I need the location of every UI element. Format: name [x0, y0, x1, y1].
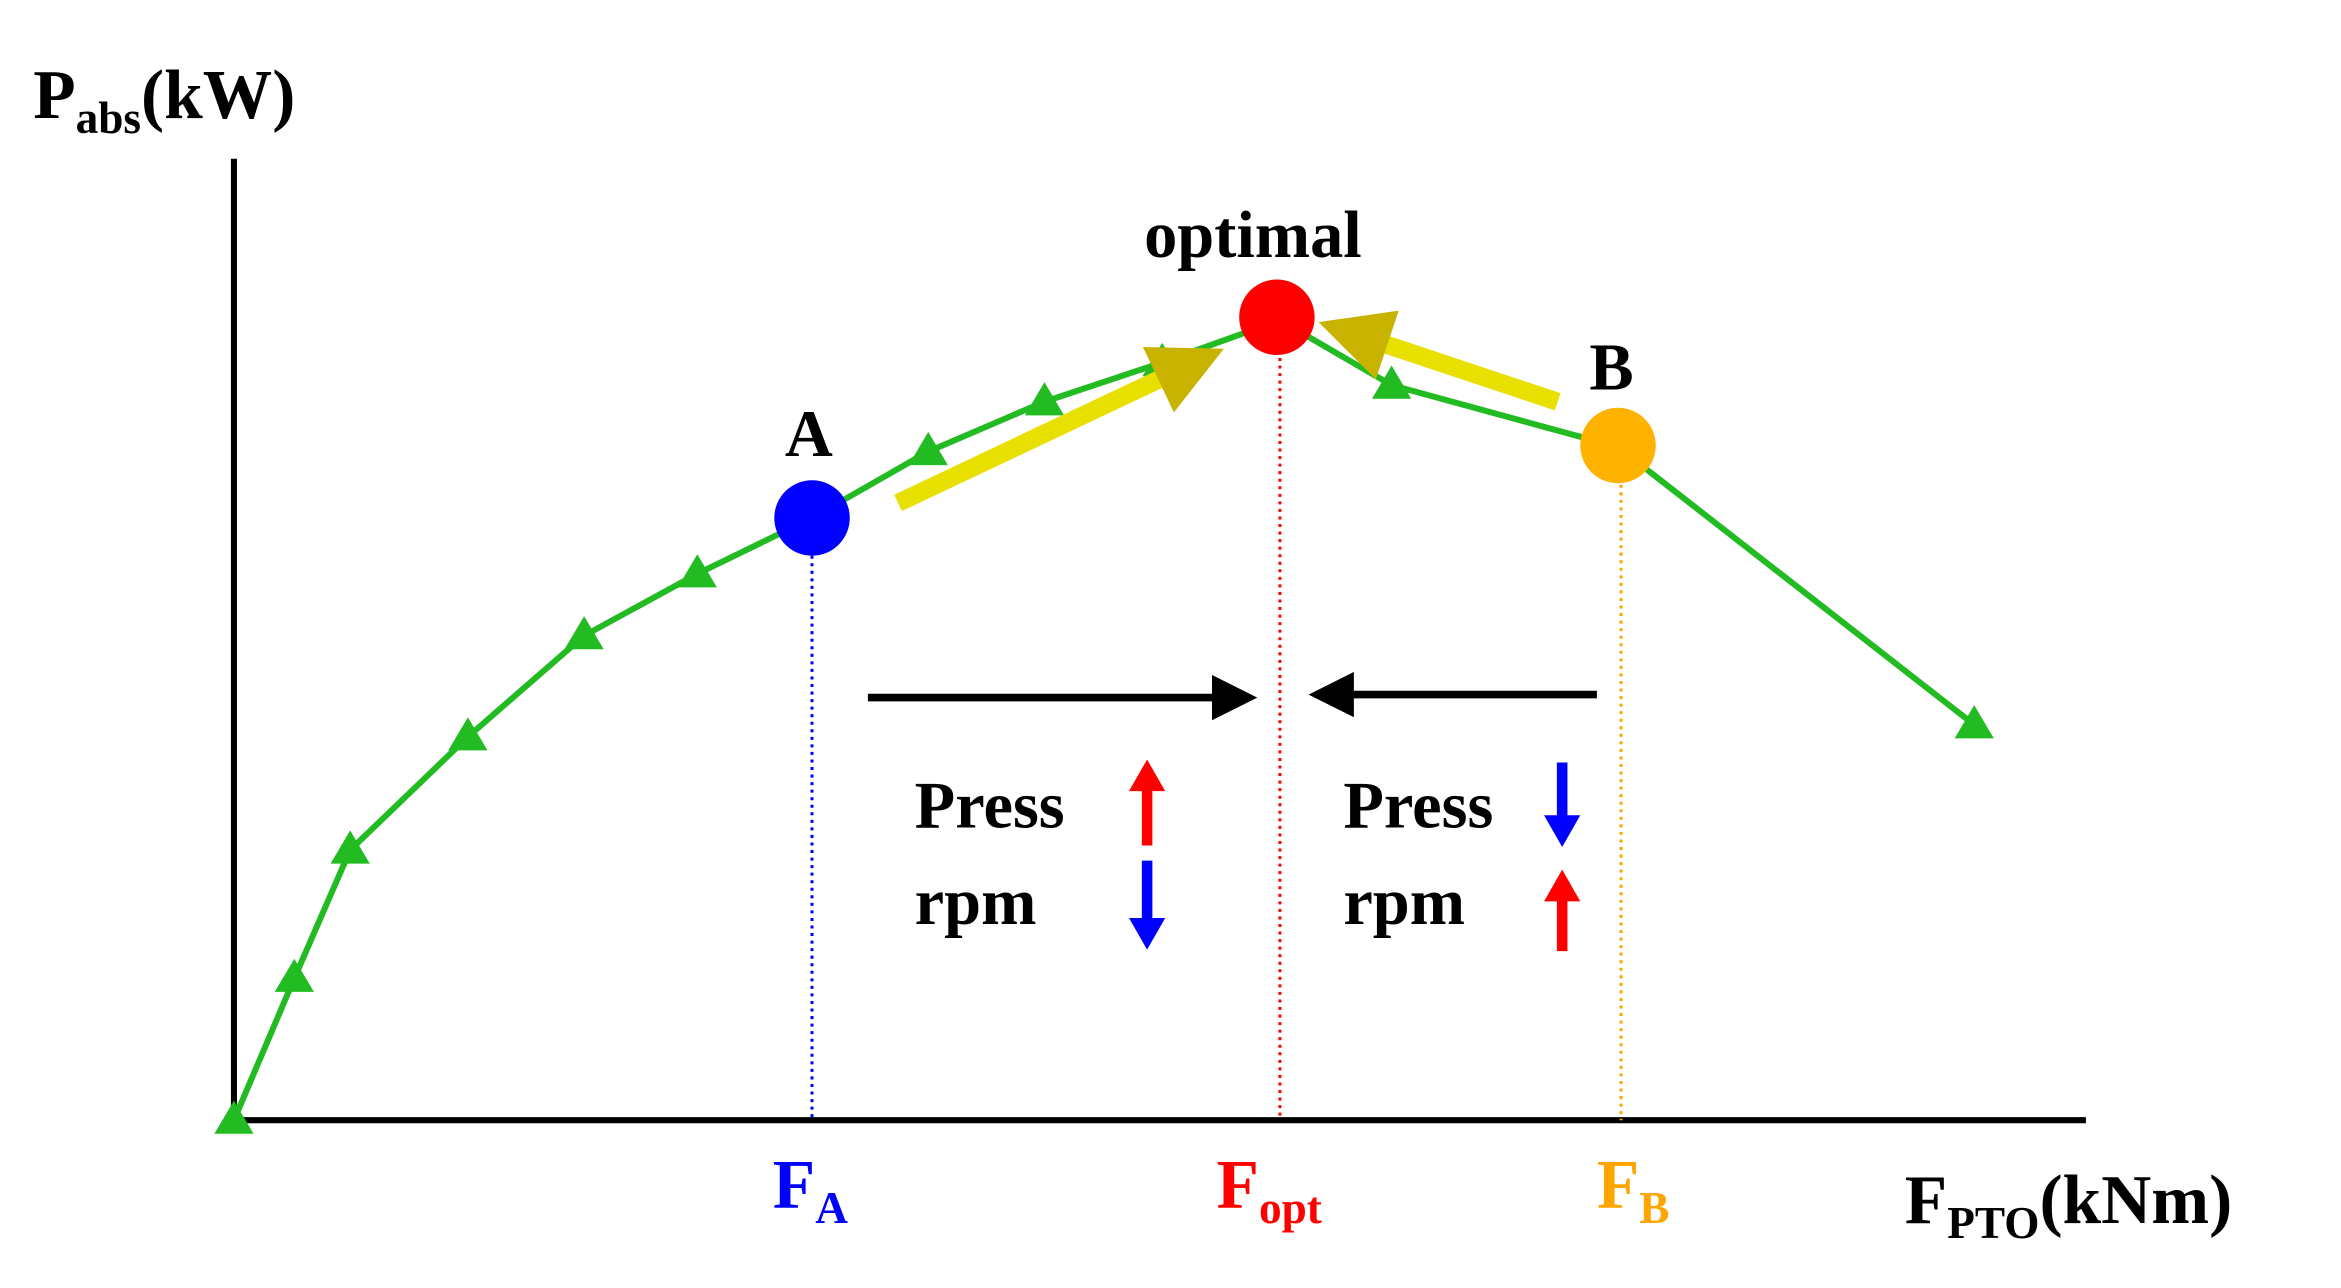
a-label: A: [785, 398, 833, 471]
force-label-opt: Fopt: [1217, 1147, 1322, 1233]
text-part: A: [815, 1183, 848, 1233]
b-label: B: [1589, 332, 1633, 405]
text-part: abs: [76, 93, 141, 143]
right-note: Press: [1343, 769, 1493, 842]
point-b: [1580, 407, 1656, 484]
yellow-arrow: [1318, 310, 1561, 411]
text-part: F: [1597, 1147, 1639, 1224]
left-note: Press: [915, 769, 1065, 842]
text-part: F: [773, 1147, 815, 1224]
text-part: PTO: [1947, 1198, 2039, 1248]
yellow-arrow: [894, 346, 1224, 512]
text-part: P: [33, 57, 75, 134]
optimal-label: optimal: [1144, 199, 1362, 272]
force-label-a: FA: [773, 1147, 848, 1233]
point-opt: [1239, 279, 1315, 355]
point-a: [774, 480, 850, 556]
left-note: rpm: [915, 866, 1037, 939]
power-curve: [231, 316, 1977, 1122]
x-axis-label: FPTO(kNm): [1905, 1162, 2232, 1248]
text-part: F: [1217, 1147, 1259, 1224]
text-part: F: [1905, 1162, 1947, 1239]
text-part: opt: [1259, 1183, 1322, 1233]
text-part: B: [1639, 1183, 1669, 1233]
right-note: rpm: [1343, 866, 1465, 939]
curve-markers: [214, 342, 1994, 1134]
text-part: (kNm): [2039, 1162, 2232, 1239]
force-label-b: FB: [1597, 1147, 1670, 1233]
indicator-arrows: [1128, 759, 1581, 952]
y-axis-label: Pabs(kW): [33, 57, 295, 143]
text-part: (kW): [141, 57, 295, 134]
